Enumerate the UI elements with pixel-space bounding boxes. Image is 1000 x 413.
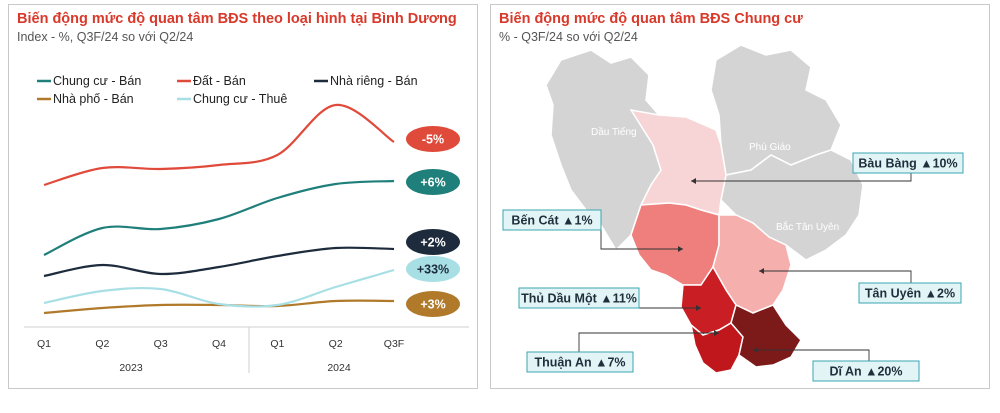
x-tick-label: Q1 bbox=[37, 338, 51, 350]
x-tick-label: Q2 bbox=[95, 338, 109, 350]
callout-arrow bbox=[696, 305, 701, 311]
x-tick-label: Q2 bbox=[329, 338, 343, 350]
map-panel: Biến động mức độ quan tâm BĐS Chung cư %… bbox=[490, 4, 990, 389]
legend-entry: Chung cư - Bán bbox=[53, 74, 141, 88]
change-label: -5% bbox=[422, 133, 444, 147]
label-bac-tan-uyen: Bắc Tân Uyên bbox=[776, 220, 839, 233]
series-line bbox=[43, 103, 395, 187]
callout-leader bbox=[753, 349, 870, 361]
change-badge bbox=[406, 256, 460, 282]
series-line bbox=[43, 299, 395, 315]
region-di-an bbox=[730, 303, 802, 368]
callout-arrow bbox=[714, 330, 719, 336]
series-line bbox=[43, 179, 395, 256]
callout-box bbox=[526, 351, 634, 373]
change-badge bbox=[406, 229, 460, 255]
change-label: +6% bbox=[420, 176, 445, 190]
callout-box bbox=[812, 360, 920, 382]
x-tick-label: Q3F bbox=[384, 338, 404, 350]
chart-subtitle: Index - %, Q3F/24 so với Q2/24 bbox=[17, 30, 194, 44]
callout-arrow bbox=[691, 178, 696, 184]
callout-label: Bàu Bàng ▲10% bbox=[858, 157, 957, 171]
callout-box bbox=[518, 287, 640, 309]
callout-leader bbox=[691, 173, 912, 182]
series-line bbox=[43, 246, 395, 278]
year-label: 2023 bbox=[119, 362, 143, 374]
year-label: 2024 bbox=[327, 362, 351, 374]
callout-label: Tân Uyên ▲2% bbox=[865, 287, 955, 301]
change-label: +2% bbox=[420, 236, 445, 250]
x-tick-label: Q1 bbox=[270, 338, 284, 350]
district-map: Dầu Tiếng Phú Giáo Bắc Tân Uyên Bàu Bàng… bbox=[502, 44, 964, 382]
change-badge bbox=[406, 126, 460, 152]
series-line bbox=[43, 268, 395, 308]
line-chart: Chung cư - Bán Đất - Bán Nhà riêng - Bán Nh… bbox=[24, 74, 469, 374]
change-label: +33% bbox=[417, 263, 449, 277]
callout-label: Thủ Dầu Một ▲11% bbox=[521, 292, 637, 306]
map-title: Biến động mức độ quan tâm BĐS Chung cư bbox=[499, 11, 803, 27]
legend-entry: Đất - Bán bbox=[193, 74, 246, 88]
callout-leader bbox=[759, 270, 912, 283]
callout-label: Bến Cát ▲1% bbox=[511, 214, 592, 228]
callout-label: Dĩ An ▲20% bbox=[829, 365, 902, 379]
line-chart-panel: Biến động mức độ quan tâm BĐS theo loại … bbox=[8, 4, 478, 389]
map-subtitle: % - Q3F/24 so với Q2/24 bbox=[499, 30, 638, 44]
label-phu-giao: Phú Giáo bbox=[749, 142, 791, 153]
label-dau-tieng: Dầu Tiếng bbox=[591, 126, 637, 138]
x-tick-label: Q3 bbox=[154, 338, 168, 350]
chart-title: Biến động mức độ quan tâm BĐS theo loại … bbox=[17, 11, 457, 27]
region-ben-cat bbox=[630, 202, 720, 286]
legend-entry: Chung cư - Thuê bbox=[193, 92, 287, 106]
callout-arrow bbox=[759, 268, 764, 274]
change-label: +3% bbox=[420, 298, 445, 312]
callout-arrow bbox=[678, 246, 683, 252]
x-tick-label: Q4 bbox=[212, 338, 226, 350]
callout-leader bbox=[578, 332, 719, 352]
legend-entry: Nhà phố - Bán bbox=[53, 92, 134, 106]
callout-arrow bbox=[753, 347, 758, 353]
callout-box bbox=[858, 282, 962, 304]
change-badge bbox=[406, 291, 460, 317]
callout-label: Thuận An ▲7% bbox=[534, 356, 625, 370]
callout-box bbox=[852, 152, 964, 174]
change-badge bbox=[406, 169, 460, 195]
callout-box bbox=[502, 209, 602, 231]
legend-entry: Nhà riêng - Bán bbox=[330, 74, 418, 88]
